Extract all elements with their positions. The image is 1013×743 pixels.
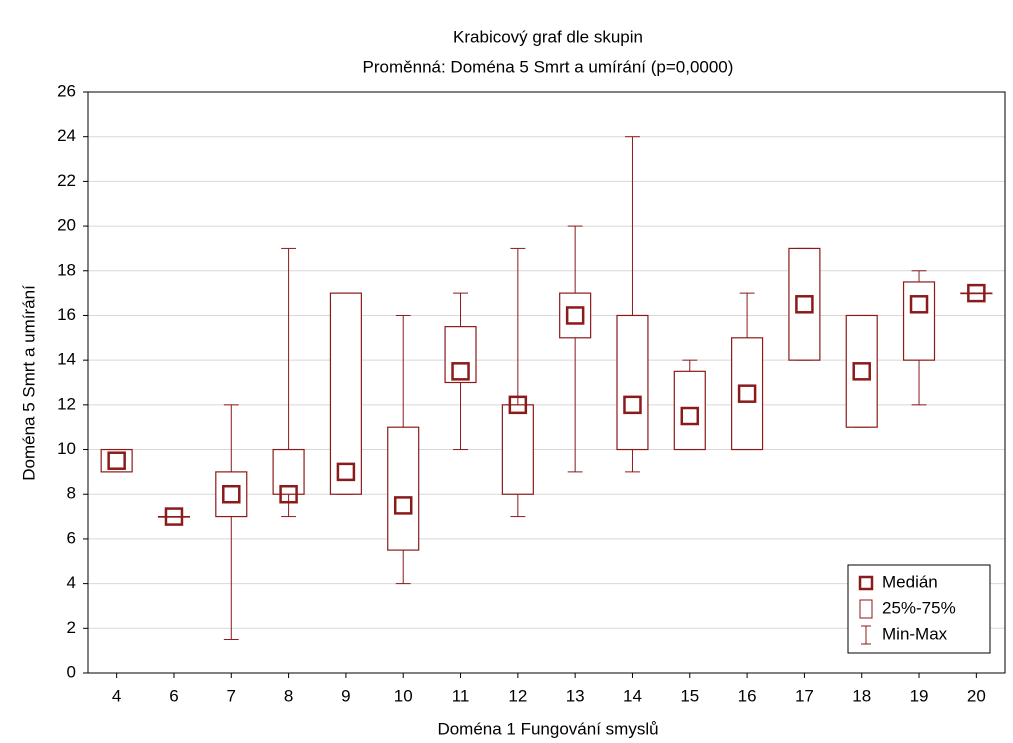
y-tick-label: 0 [67, 662, 76, 681]
box [444, 326, 477, 384]
median [967, 283, 986, 303]
y-tick-label: 26 [57, 81, 76, 100]
x-tick-label: 16 [738, 686, 757, 705]
median [451, 362, 470, 381]
x-tick-label: 12 [508, 686, 527, 705]
y-tick-label: 20 [57, 216, 76, 235]
median [393, 496, 413, 515]
box [157, 515, 191, 518]
box [902, 281, 936, 361]
x-tick-label: 8 [284, 686, 293, 705]
legend-box-icon [859, 599, 873, 619]
box [329, 292, 362, 495]
y-tick-label: 12 [57, 394, 76, 413]
x-tick-label: 6 [169, 686, 178, 705]
y-tick-label: 22 [57, 171, 76, 190]
y-tick-label: 10 [57, 439, 76, 458]
legend-label: Min-Max [882, 624, 948, 643]
median [222, 484, 241, 504]
y-tick-label: 8 [67, 484, 76, 503]
median [336, 462, 356, 482]
legend-label: 25%-75% [882, 598, 956, 617]
median [680, 406, 700, 426]
box [215, 471, 248, 518]
median [164, 507, 184, 526]
median [737, 384, 757, 403]
median [107, 451, 126, 470]
box [960, 292, 993, 295]
box [616, 314, 649, 451]
box [559, 292, 592, 339]
y-tick-label: 24 [57, 126, 76, 145]
y-tick-label: 18 [57, 260, 76, 279]
box [387, 426, 420, 551]
y-tick-label: 16 [57, 305, 76, 324]
median [565, 306, 585, 325]
y-tick-label: 4 [67, 573, 76, 592]
box [501, 404, 534, 495]
y-tick-label: 2 [67, 618, 76, 637]
y-tick-label: 6 [67, 528, 76, 547]
x-tick-label: 13 [566, 686, 585, 705]
x-tick-label: 19 [910, 686, 929, 705]
box [731, 337, 764, 451]
x-tick-label: 15 [680, 686, 699, 705]
box [272, 448, 305, 495]
median [795, 295, 814, 314]
legend-median-icon [858, 575, 874, 591]
x-tick-label: 18 [852, 686, 871, 705]
x-tick-label: 4 [112, 686, 121, 705]
chart-subtitle: Proměnná: Doména 5 Smrt a umírání (p=0,0… [363, 57, 734, 76]
box [845, 314, 878, 428]
median [623, 395, 642, 415]
x-tick-label: 14 [623, 686, 642, 705]
median [279, 484, 298, 504]
median [508, 395, 528, 415]
x-axis-label: Doména 1 Fungování smyslů [437, 719, 658, 738]
median [852, 362, 871, 381]
box [788, 247, 821, 361]
x-tick-label: 9 [341, 686, 350, 705]
x-tick-label: 20 [967, 686, 986, 705]
x-tick-label: 7 [227, 686, 236, 705]
x-tick-label: 11 [452, 686, 470, 705]
y-tick-label: 14 [57, 350, 76, 369]
median [909, 295, 929, 314]
box [673, 370, 706, 451]
x-tick-label: 10 [394, 686, 413, 705]
chart-title: Krabicový graf dle skupin [453, 27, 643, 46]
x-tick-label: 17 [795, 686, 814, 705]
y-axis-label: Doména 5 Smrt a umírání [19, 285, 38, 481]
plot-frame [87, 91, 1006, 674]
legend-label: Medián [882, 572, 938, 591]
